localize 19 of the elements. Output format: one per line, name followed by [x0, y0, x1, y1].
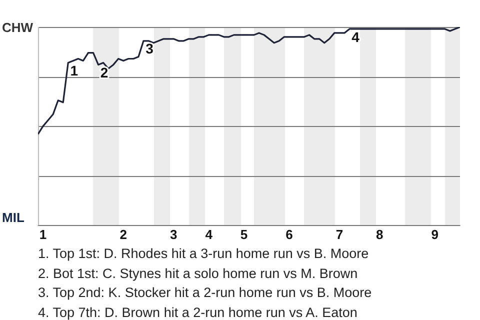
text: 3. Top 2nd: K. Stocker hit a 2-run home run vs B. Moore [38, 284, 372, 302]
text: 4. Top 7th: D. Brown hit a 2-run home run vs A. Eaton [38, 304, 358, 320]
annotation: 3 [146, 40, 154, 57]
x-tick-label: 8 [376, 226, 384, 242]
text: 1. Top 1st: D. Rhodes hit a 3-run home run vs B. Moore [38, 245, 370, 263]
x-tick-label: 7 [336, 226, 344, 242]
x-tick-label: 5 [240, 226, 248, 242]
x-tick-label: 4 [205, 226, 214, 242]
text: 2. Bot 1st: C. Stynes hit a solo home run vs M. Brown [38, 264, 359, 283]
x-tick-label: 6 [286, 226, 293, 242]
text: MIL [2, 210, 24, 225]
x-tick-label: 3 [170, 226, 178, 242]
x-tick-label: 2 [120, 226, 128, 242]
annotation: 4 [352, 28, 360, 45]
text: CHW [2, 20, 34, 35]
annotation: 1 [70, 62, 78, 79]
x-tick-label: 1 [39, 226, 47, 242]
annotation: 2 [100, 64, 108, 81]
x-tick-label: 9 [431, 226, 438, 242]
